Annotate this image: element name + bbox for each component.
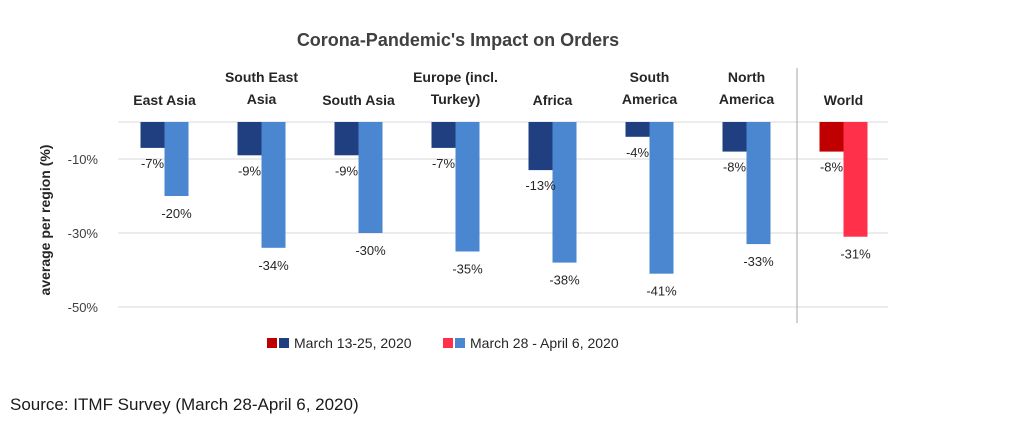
data-label: -8% (820, 160, 844, 175)
chart-svg: Corona-Pandemic's Impact on Orders -10%-… (37, 30, 888, 351)
legend-swatch (443, 338, 453, 348)
bar (528, 122, 553, 171)
category-label: South America (622, 69, 677, 107)
data-label: -8% (723, 160, 747, 175)
category-label: South East Asia (225, 69, 298, 107)
gridlines (118, 121, 888, 308)
bar (140, 122, 165, 148)
y-axis-label: average per region (%) (37, 145, 53, 296)
legend-swatch (455, 338, 465, 348)
data-label: -33% (743, 254, 774, 269)
data-label: -41% (646, 284, 677, 299)
category-label: South Asia (322, 92, 395, 108)
bar (746, 122, 771, 245)
bar (237, 122, 262, 156)
category-label: East Asia (133, 92, 196, 108)
data-label: -38% (549, 273, 580, 288)
data-labels: -7% -20% -9% -34% -9% -30% -7% -35% -13% -38% -4% -… (141, 145, 871, 299)
data-label: -9% (335, 163, 359, 178)
category-labels: East Asia South East Asia South Asia Europe … (133, 69, 863, 108)
data-label: -13% (525, 178, 556, 193)
category-label: Europe (incl. Turkey) (413, 69, 498, 107)
data-label: -30% (355, 243, 386, 258)
bar (843, 122, 868, 237)
y-tick-label: -10% (68, 152, 99, 167)
category-label: World (824, 92, 863, 108)
legend-swatch (279, 338, 289, 348)
y-axis-ticks: -10% -30% -50% (68, 152, 99, 315)
category-label: Africa (533, 92, 573, 108)
data-label: -9% (238, 163, 262, 178)
bar (164, 122, 189, 196)
bar (455, 122, 480, 252)
data-label: -7% (141, 156, 165, 171)
bar (431, 122, 456, 148)
bar (722, 122, 747, 152)
legend[interactable]: March 13-25, 2020 March 28 - April 6, 202… (267, 335, 619, 351)
y-tick-label: -30% (68, 226, 99, 241)
chart-title: Corona-Pandemic's Impact on Orders (297, 30, 619, 50)
legend-swatch (267, 338, 277, 348)
bar (358, 122, 383, 233)
data-label: -34% (258, 258, 289, 273)
data-label: -7% (432, 156, 456, 171)
data-label: -20% (161, 206, 192, 221)
bars (140, 122, 868, 274)
bar (552, 122, 577, 263)
data-label: -31% (840, 247, 871, 262)
data-label: -4% (626, 145, 650, 160)
legend-label: March 28 - April 6, 2020 (470, 335, 619, 351)
bar (649, 122, 674, 274)
data-label: -35% (452, 262, 483, 277)
source-note: Source: ITMF Survey (March 28-April 6, 2… (10, 395, 359, 414)
y-tick-label: -50% (68, 300, 99, 315)
legend-label: March 13-25, 2020 (294, 335, 412, 351)
category-label: North America (719, 69, 774, 107)
bar (334, 122, 359, 156)
bar (261, 122, 286, 248)
bar (819, 122, 844, 152)
bar (625, 122, 650, 137)
